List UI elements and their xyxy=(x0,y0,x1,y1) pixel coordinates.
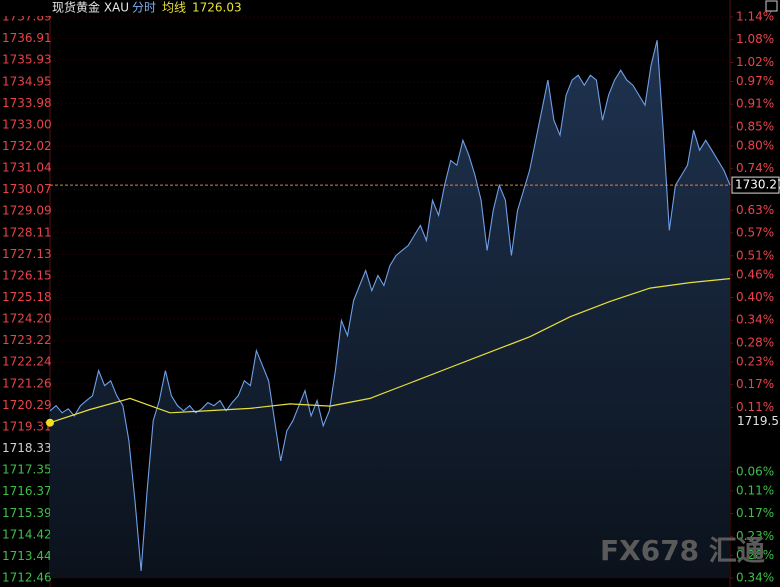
price-box xyxy=(731,176,780,194)
y2-tick-label: 1.14% xyxy=(736,10,774,24)
y2-tick-label: 0.23% xyxy=(736,529,774,543)
y-tick-label: 1735.93 xyxy=(2,53,52,67)
chart-title: 现货黄金 XAU xyxy=(52,0,129,15)
y2-tick-label: 0.17% xyxy=(736,377,774,391)
y-tick-label: 1721.26 xyxy=(2,376,52,390)
y-tick-label: 1717.35 xyxy=(2,463,52,477)
y-tick-label: 1733.98 xyxy=(2,96,52,110)
y2-tick-label: 0.91% xyxy=(736,97,774,111)
start-dot xyxy=(46,418,54,427)
y-tick-label: 1732.02 xyxy=(2,139,52,153)
y-tick-label: 1724.20 xyxy=(2,312,52,326)
y2-tick-label: 0.28% xyxy=(736,335,774,349)
y2-tick-label: 0.63% xyxy=(736,203,774,217)
y-tick-label: 1736.91 xyxy=(2,31,52,45)
y-tick-label: 1728.11 xyxy=(2,225,52,239)
y-tick-label: 1727.13 xyxy=(2,247,52,261)
y-tick-label: 1725.18 xyxy=(2,290,52,304)
price-box-label: 1730.27 xyxy=(735,178,780,192)
y2-tick-label: 0.51% xyxy=(736,248,774,262)
y-tick-label: 1729.09 xyxy=(2,204,52,218)
y2-tick-label: 1.02% xyxy=(736,55,774,69)
y2-tick-label: 0.34% xyxy=(736,571,774,585)
avg-value: 1726.03 xyxy=(192,1,242,15)
y-tick-label: 1734.95 xyxy=(2,74,52,88)
y2-tick-label: 0.57% xyxy=(736,226,774,240)
marker-box-label: 1719.55 xyxy=(737,414,780,428)
series-name: 均线 xyxy=(162,1,186,15)
y-tick-label: 1726.15 xyxy=(2,268,52,282)
y2-tick-label: 0.11% xyxy=(736,483,774,497)
y2-tick-label: 0.17% xyxy=(736,506,774,520)
y2-tick-label: 0.80% xyxy=(736,138,774,152)
series-line xyxy=(49,40,731,571)
y-tick-label: 1731.04 xyxy=(2,161,52,175)
y-tick-label: 1713.44 xyxy=(2,549,52,563)
y-tick-label: 1723.22 xyxy=(2,333,52,347)
y2-tick-label: 1.08% xyxy=(736,32,774,46)
y2-tick-label: 0.40% xyxy=(736,290,774,304)
y-tick-label: 1716.37 xyxy=(2,484,52,498)
y-tick-label: 1714.42 xyxy=(2,527,52,541)
y-tick-label: 1719.31 xyxy=(2,419,52,433)
y2-tick-label: 0.11% xyxy=(736,400,774,414)
y-tick-label: 1730.07 xyxy=(2,182,52,196)
y-tick-label: 1722.24 xyxy=(2,355,52,369)
y-tick-label: 1733.00 xyxy=(2,117,52,131)
y2-tick-label: 0.23% xyxy=(736,354,774,368)
y-tick-label: 1715.39 xyxy=(2,506,52,520)
header-bg xyxy=(0,0,330,16)
y2-tick-label: 0.46% xyxy=(736,267,774,281)
series-line xyxy=(49,278,731,424)
y-tick-label: 1712.46 xyxy=(2,571,52,585)
y2-tick-label: 0.74% xyxy=(736,161,774,175)
marker-box xyxy=(732,413,779,430)
price-area xyxy=(50,40,730,578)
y2-tick-label: 0.28% xyxy=(736,548,774,562)
y2-tick-label: 0.06% xyxy=(736,464,774,478)
series-name: 分时 xyxy=(132,1,156,15)
y2-tick-label: 0.85% xyxy=(736,119,774,133)
corner-icon[interactable] xyxy=(765,0,778,12)
y-tick-label: 1720.29 xyxy=(2,398,52,412)
y-tick-label: 1718.33 xyxy=(2,441,52,455)
y2-tick-label: 0.97% xyxy=(736,74,774,88)
watermark: FX678 汇通 xyxy=(600,534,765,567)
y2-tick-label: 0.34% xyxy=(736,313,774,327)
